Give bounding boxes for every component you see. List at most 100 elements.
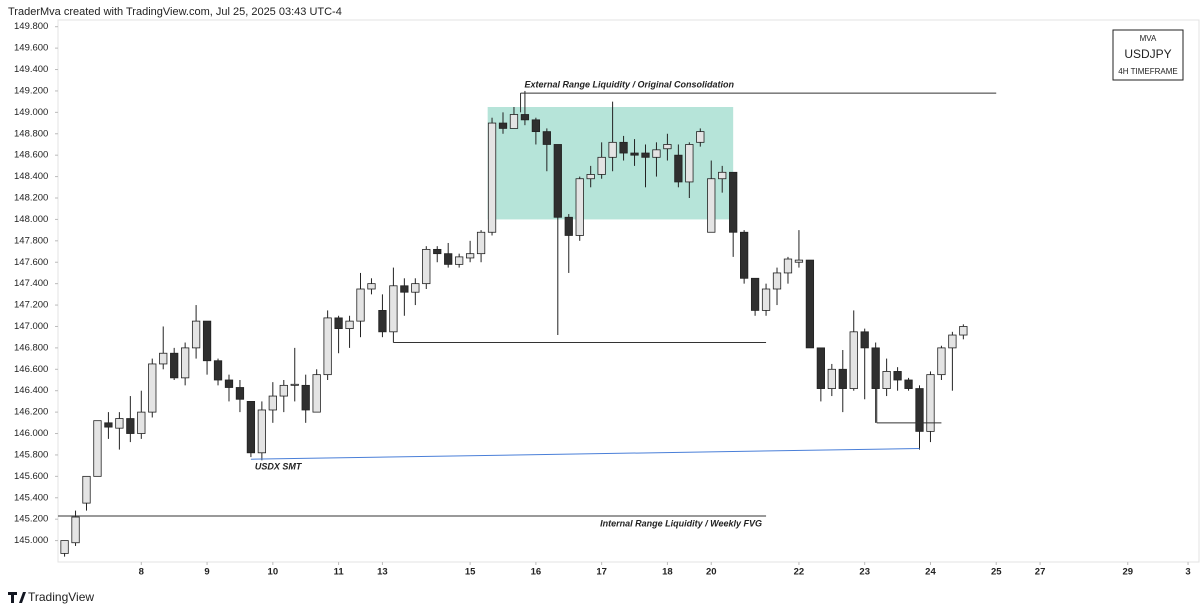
candle-body bbox=[170, 352, 179, 379]
candle-body bbox=[597, 156, 606, 175]
candle-body bbox=[904, 379, 913, 389]
candle-body bbox=[849, 331, 858, 389]
candle-body bbox=[729, 171, 738, 233]
candle-body bbox=[663, 144, 672, 150]
candle-body bbox=[553, 144, 562, 218]
candle-body bbox=[838, 368, 847, 389]
y-tick-label: 147.800 bbox=[14, 235, 48, 246]
y-tick-label: 146.000 bbox=[14, 428, 48, 439]
candle-body bbox=[389, 285, 398, 333]
candle-body bbox=[520, 114, 530, 121]
plot-frame bbox=[57, 19, 1200, 563]
candle-body bbox=[630, 152, 639, 156]
candle-body bbox=[575, 178, 584, 236]
annotation-line bbox=[250, 448, 920, 460]
candle-body bbox=[926, 374, 935, 432]
candle-body bbox=[148, 363, 157, 413]
x-tick-label: 9 bbox=[204, 567, 209, 578]
candle-body bbox=[400, 285, 409, 293]
axes: 145.000 145.200 145.400 145.600 145.800 146.0… bbox=[14, 21, 1191, 577]
candle-body bbox=[115, 418, 124, 429]
candle-body bbox=[444, 253, 453, 265]
candle-body bbox=[937, 347, 946, 376]
y-tick-label: 145.000 bbox=[14, 535, 48, 546]
candle-body bbox=[334, 317, 343, 330]
candle-body bbox=[301, 384, 310, 411]
x-tick-label: 3 bbox=[1185, 567, 1190, 578]
candle-body bbox=[882, 371, 891, 389]
annotation-label: USDX SMT bbox=[255, 462, 303, 472]
y-tick-label: 148.600 bbox=[14, 150, 48, 161]
candle-body bbox=[181, 347, 190, 379]
candle-body bbox=[433, 248, 442, 255]
y-tick-label: 147.600 bbox=[14, 257, 48, 268]
candle-body bbox=[718, 171, 727, 180]
y-tick-label: 145.400 bbox=[14, 492, 48, 503]
x-tick-label: 24 bbox=[925, 567, 936, 578]
candle-body bbox=[805, 259, 815, 349]
legend-frame bbox=[1112, 29, 1184, 81]
logo bbox=[8, 592, 26, 603]
y-tick-label: 147.400 bbox=[14, 278, 48, 289]
x-tick-label: 18 bbox=[662, 567, 673, 578]
y-tick-label: 146.400 bbox=[14, 385, 48, 396]
annotation-label: External Range Liquidity / Original Cons… bbox=[525, 79, 735, 89]
x-tick-label: 29 bbox=[1122, 567, 1133, 578]
candle-body bbox=[509, 114, 519, 129]
y-tick-label: 145.800 bbox=[14, 449, 48, 460]
candle-body bbox=[235, 387, 245, 400]
y-tick-label: 147.200 bbox=[14, 300, 48, 311]
candle-body bbox=[93, 420, 102, 477]
annotation-label: Internal Range Liquidity / Weekly FVG bbox=[600, 518, 762, 528]
x-tick-label: 11 bbox=[334, 567, 345, 578]
y-tick-label: 148.000 bbox=[14, 214, 48, 225]
candle-body bbox=[674, 154, 683, 183]
candle-body bbox=[783, 258, 793, 274]
candle-body bbox=[816, 347, 825, 389]
candle-body bbox=[476, 231, 486, 255]
candle-body bbox=[356, 288, 365, 322]
candle-body bbox=[71, 516, 80, 544]
candle-body bbox=[257, 409, 266, 454]
candle-body bbox=[586, 174, 595, 180]
candle-body bbox=[191, 320, 201, 349]
y-tick-label: 148.200 bbox=[14, 193, 48, 204]
y-tick-label: 146.200 bbox=[14, 407, 48, 418]
y-tick-label: 147.000 bbox=[14, 321, 48, 332]
candles bbox=[60, 90, 968, 557]
candle-body bbox=[772, 272, 782, 290]
candle-body bbox=[137, 411, 146, 434]
legend-line: 4H TIMEFRAME bbox=[1118, 67, 1177, 76]
candle-body bbox=[367, 283, 376, 290]
candle-body bbox=[915, 388, 924, 432]
candle-body bbox=[378, 310, 387, 333]
candle-body bbox=[246, 401, 256, 454]
candle-body bbox=[542, 131, 551, 145]
candle-body bbox=[608, 141, 617, 158]
candle-body bbox=[159, 352, 168, 365]
y-tick-label: 149.400 bbox=[14, 64, 48, 75]
candle-body bbox=[422, 248, 431, 285]
candle-body bbox=[860, 331, 869, 349]
candle-body bbox=[959, 326, 968, 336]
y-tick-label: 148.800 bbox=[14, 128, 48, 139]
candle-body bbox=[268, 395, 277, 411]
x-tick-label: 22 bbox=[794, 567, 805, 578]
candle-body bbox=[564, 216, 573, 236]
x-tick-label: 20 bbox=[706, 567, 717, 578]
x-tick-label: 15 bbox=[465, 567, 476, 578]
candle-body bbox=[82, 475, 91, 504]
x-tick-label: 23 bbox=[859, 567, 870, 578]
candle-body bbox=[707, 178, 716, 233]
candle-body bbox=[202, 320, 212, 362]
x-tick-label: 17 bbox=[596, 567, 607, 578]
candle-body bbox=[279, 384, 288, 397]
candle-body bbox=[652, 149, 661, 158]
candle-body bbox=[213, 360, 223, 381]
candle-body bbox=[323, 317, 332, 376]
candle-body bbox=[696, 131, 705, 143]
candle-body bbox=[761, 288, 771, 311]
